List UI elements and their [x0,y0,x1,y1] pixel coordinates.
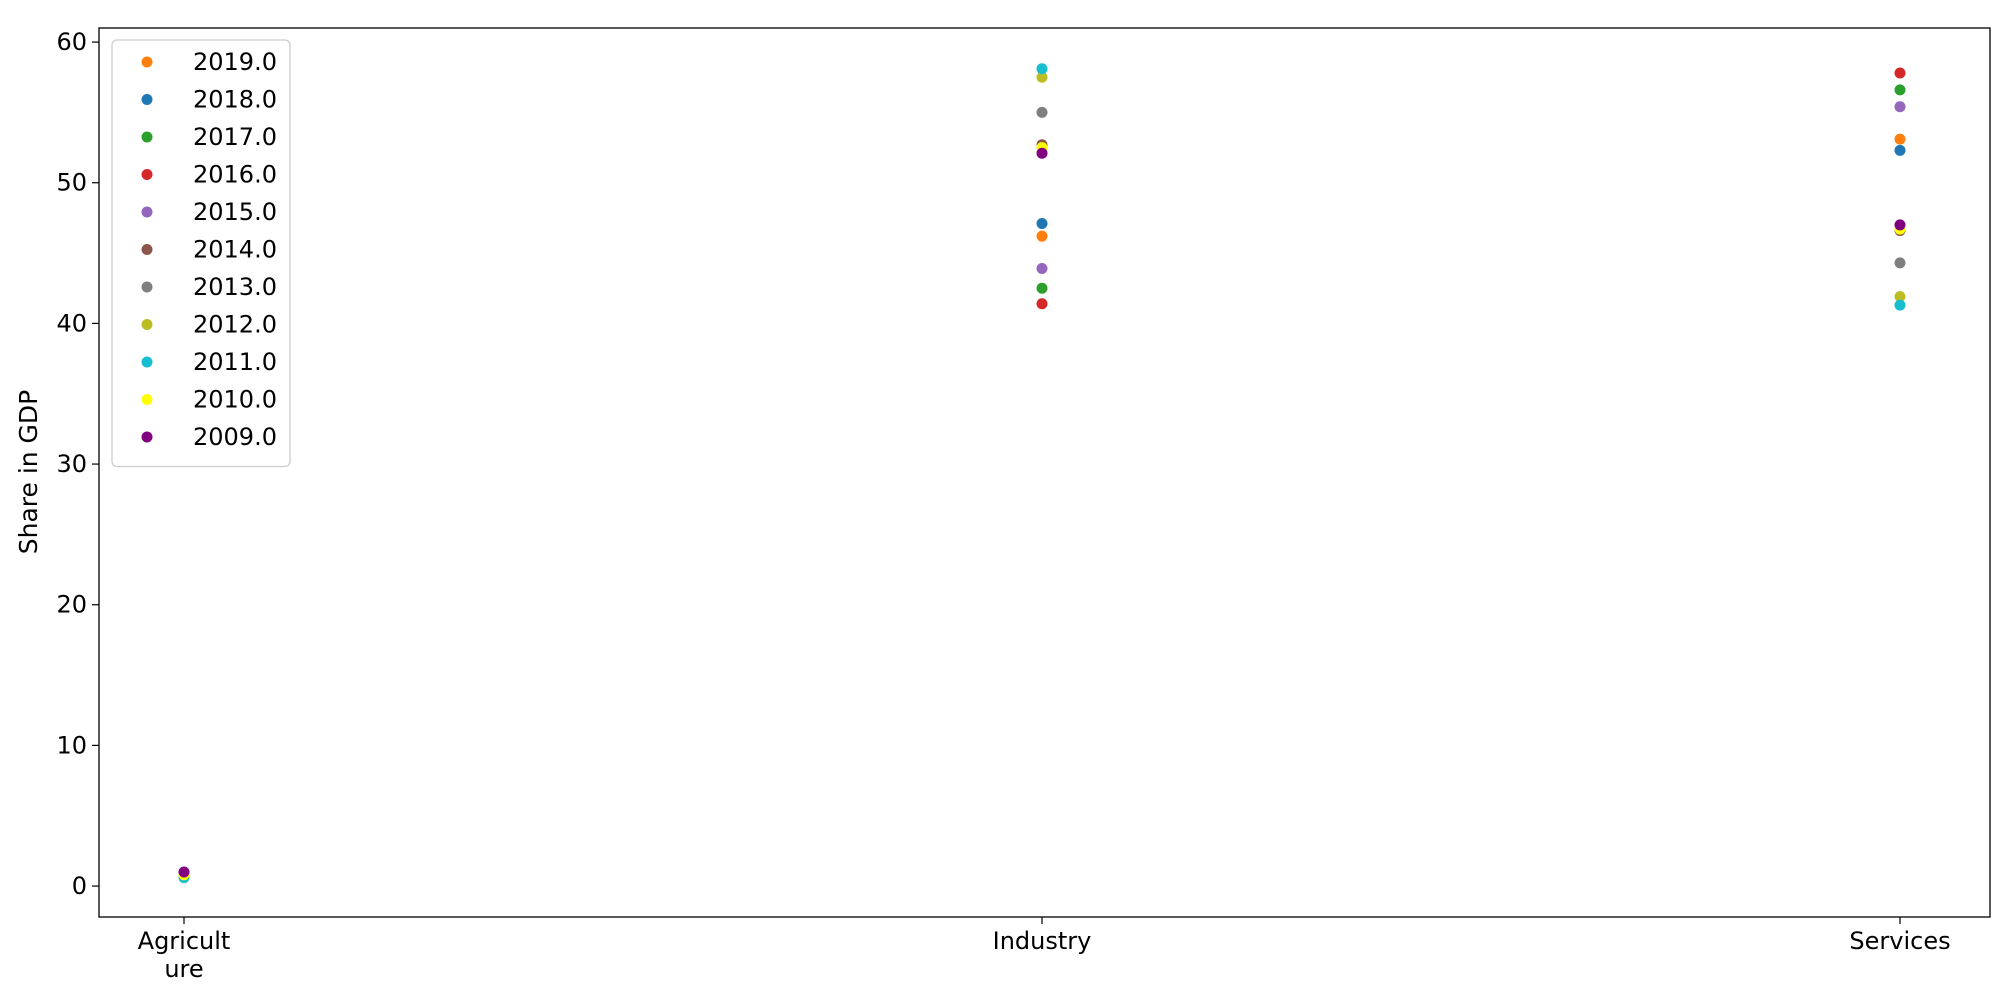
axes: 0 10 20 30 40 50 60 Agricult ure Industry Services [56,27,1991,983]
x-tick-label: Services [1849,927,1950,955]
y-tick-label: 0 [72,872,87,900]
legend-marker [141,169,153,180]
data-point [1894,84,1906,96]
legend-marker [141,319,153,330]
y-tick-label: 30 [56,450,87,478]
legend-frame [111,39,291,468]
legend-label: 2009.0 [193,423,277,451]
data-point [1894,144,1906,156]
data-point [1036,263,1048,275]
y-axis-label: Share in GDP [14,390,43,555]
legend-marker [141,206,153,218]
y-tick-label: 50 [56,169,87,197]
data-point [1036,106,1048,118]
legend-label: 2015.0 [193,198,277,226]
legend-label: 2016.0 [193,161,277,189]
data-point [1894,133,1906,145]
legend-label: 2018.0 [193,86,277,114]
data-point [1036,218,1048,230]
data-point [1036,71,1048,83]
data-point [1894,67,1906,79]
data-point [1036,282,1048,294]
data-point [1894,257,1906,269]
data-point [178,866,190,878]
legend-label: 2011.0 [193,348,277,376]
data-point [1894,101,1906,113]
y-tick-label: 40 [56,309,87,337]
legend-label: 2014.0 [193,236,277,264]
data-point [1036,63,1048,75]
legend-label: 2019.0 [193,48,277,76]
legend-marker [141,281,153,293]
legend-marker [141,131,153,143]
y-tick-label: 60 [56,28,87,56]
data-points [178,63,1906,884]
data-point [1036,298,1048,310]
y-tick-label: 10 [56,731,87,759]
y-tick-label: 20 [56,591,87,619]
legend-marker [141,56,153,68]
legend-marker [141,356,153,368]
x-tick-label: Agricult ure [138,927,231,983]
legend-label: 2017.0 [193,123,277,151]
legend-marker [141,244,153,255]
x-tick-label: Industry [993,927,1092,955]
data-point [1894,299,1906,311]
data-point [1894,219,1906,231]
data-point [1036,147,1048,159]
legend-label: 2010.0 [193,386,277,414]
legend-label: 2013.0 [193,273,277,301]
legend: 2019.0 2018.0 2017.0 2016.0 2015.0 2014.0 2013… [111,39,291,468]
legend-marker [141,431,153,443]
legend-marker [141,394,153,405]
plot-frame [98,27,1991,918]
data-point [1894,291,1906,303]
legend-label: 2012.0 [193,311,277,339]
legend-marker [141,94,153,105]
data-point [1036,230,1048,242]
